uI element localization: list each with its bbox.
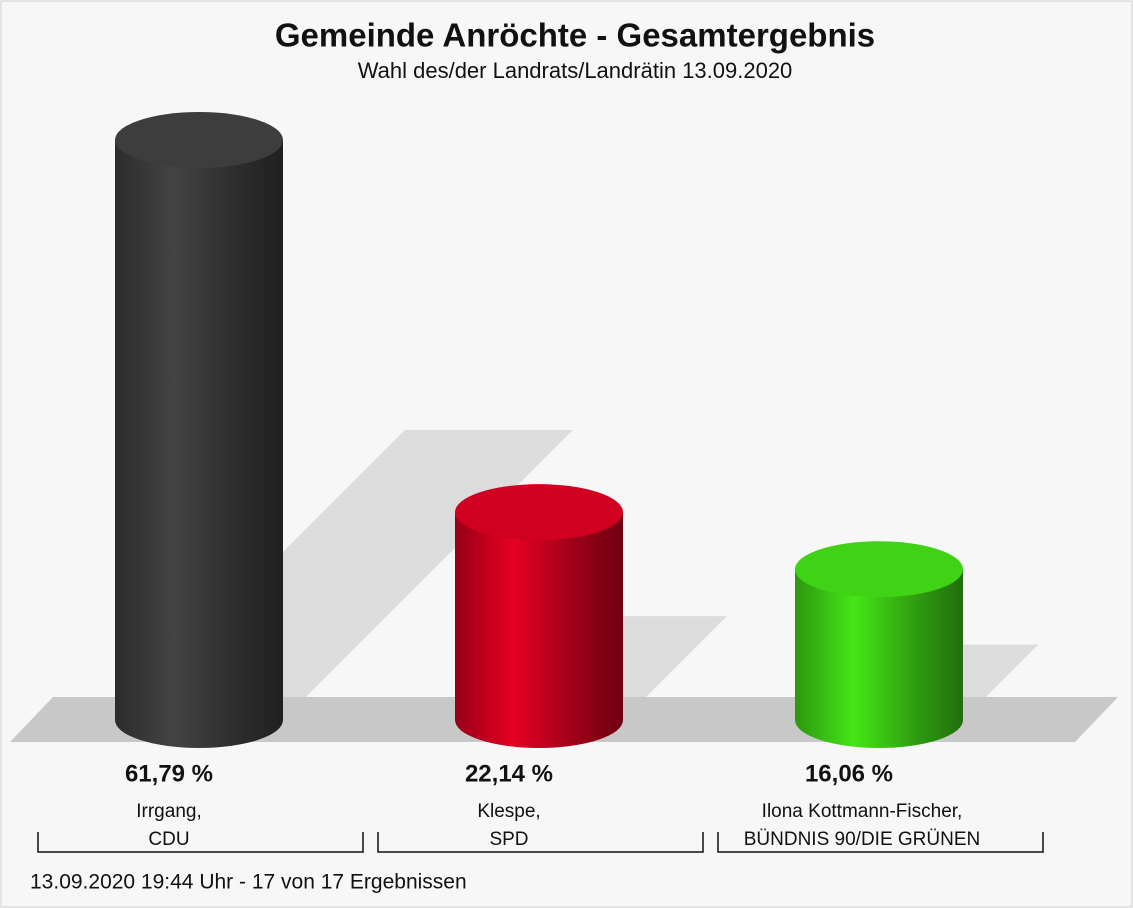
category-label: Klespe, [477, 801, 540, 822]
chart-title: Gemeinde Anröchte - Gesamtergebnis [275, 17, 875, 54]
bar-top [795, 541, 963, 598]
category-label: SPD [489, 829, 528, 850]
footer: 13.09.2020 19:44 Uhr - 17 von 17 Ergebni… [30, 871, 467, 894]
category-bracket [717, 832, 1044, 853]
value-label: 16,06 % [805, 760, 893, 787]
category-label: CDU [148, 829, 189, 850]
category-bracket [37, 832, 364, 853]
value-label: 22,14 % [465, 760, 553, 787]
value-label: 61,79 % [125, 760, 213, 787]
chart-subtitle: Wahl des/der Landrats/Landrätin 13.09.20… [358, 58, 793, 83]
category-label: BÜNDNIS 90/DIE GRÜNEN [744, 829, 981, 850]
bar [115, 140, 283, 720]
category-label: Irrgang, [136, 801, 201, 822]
bar-top [115, 112, 283, 168]
category-label: Ilona Kottmann-Fischer, [762, 801, 963, 822]
bar [455, 512, 623, 720]
category-bracket [377, 832, 704, 853]
bar-top [455, 484, 623, 541]
